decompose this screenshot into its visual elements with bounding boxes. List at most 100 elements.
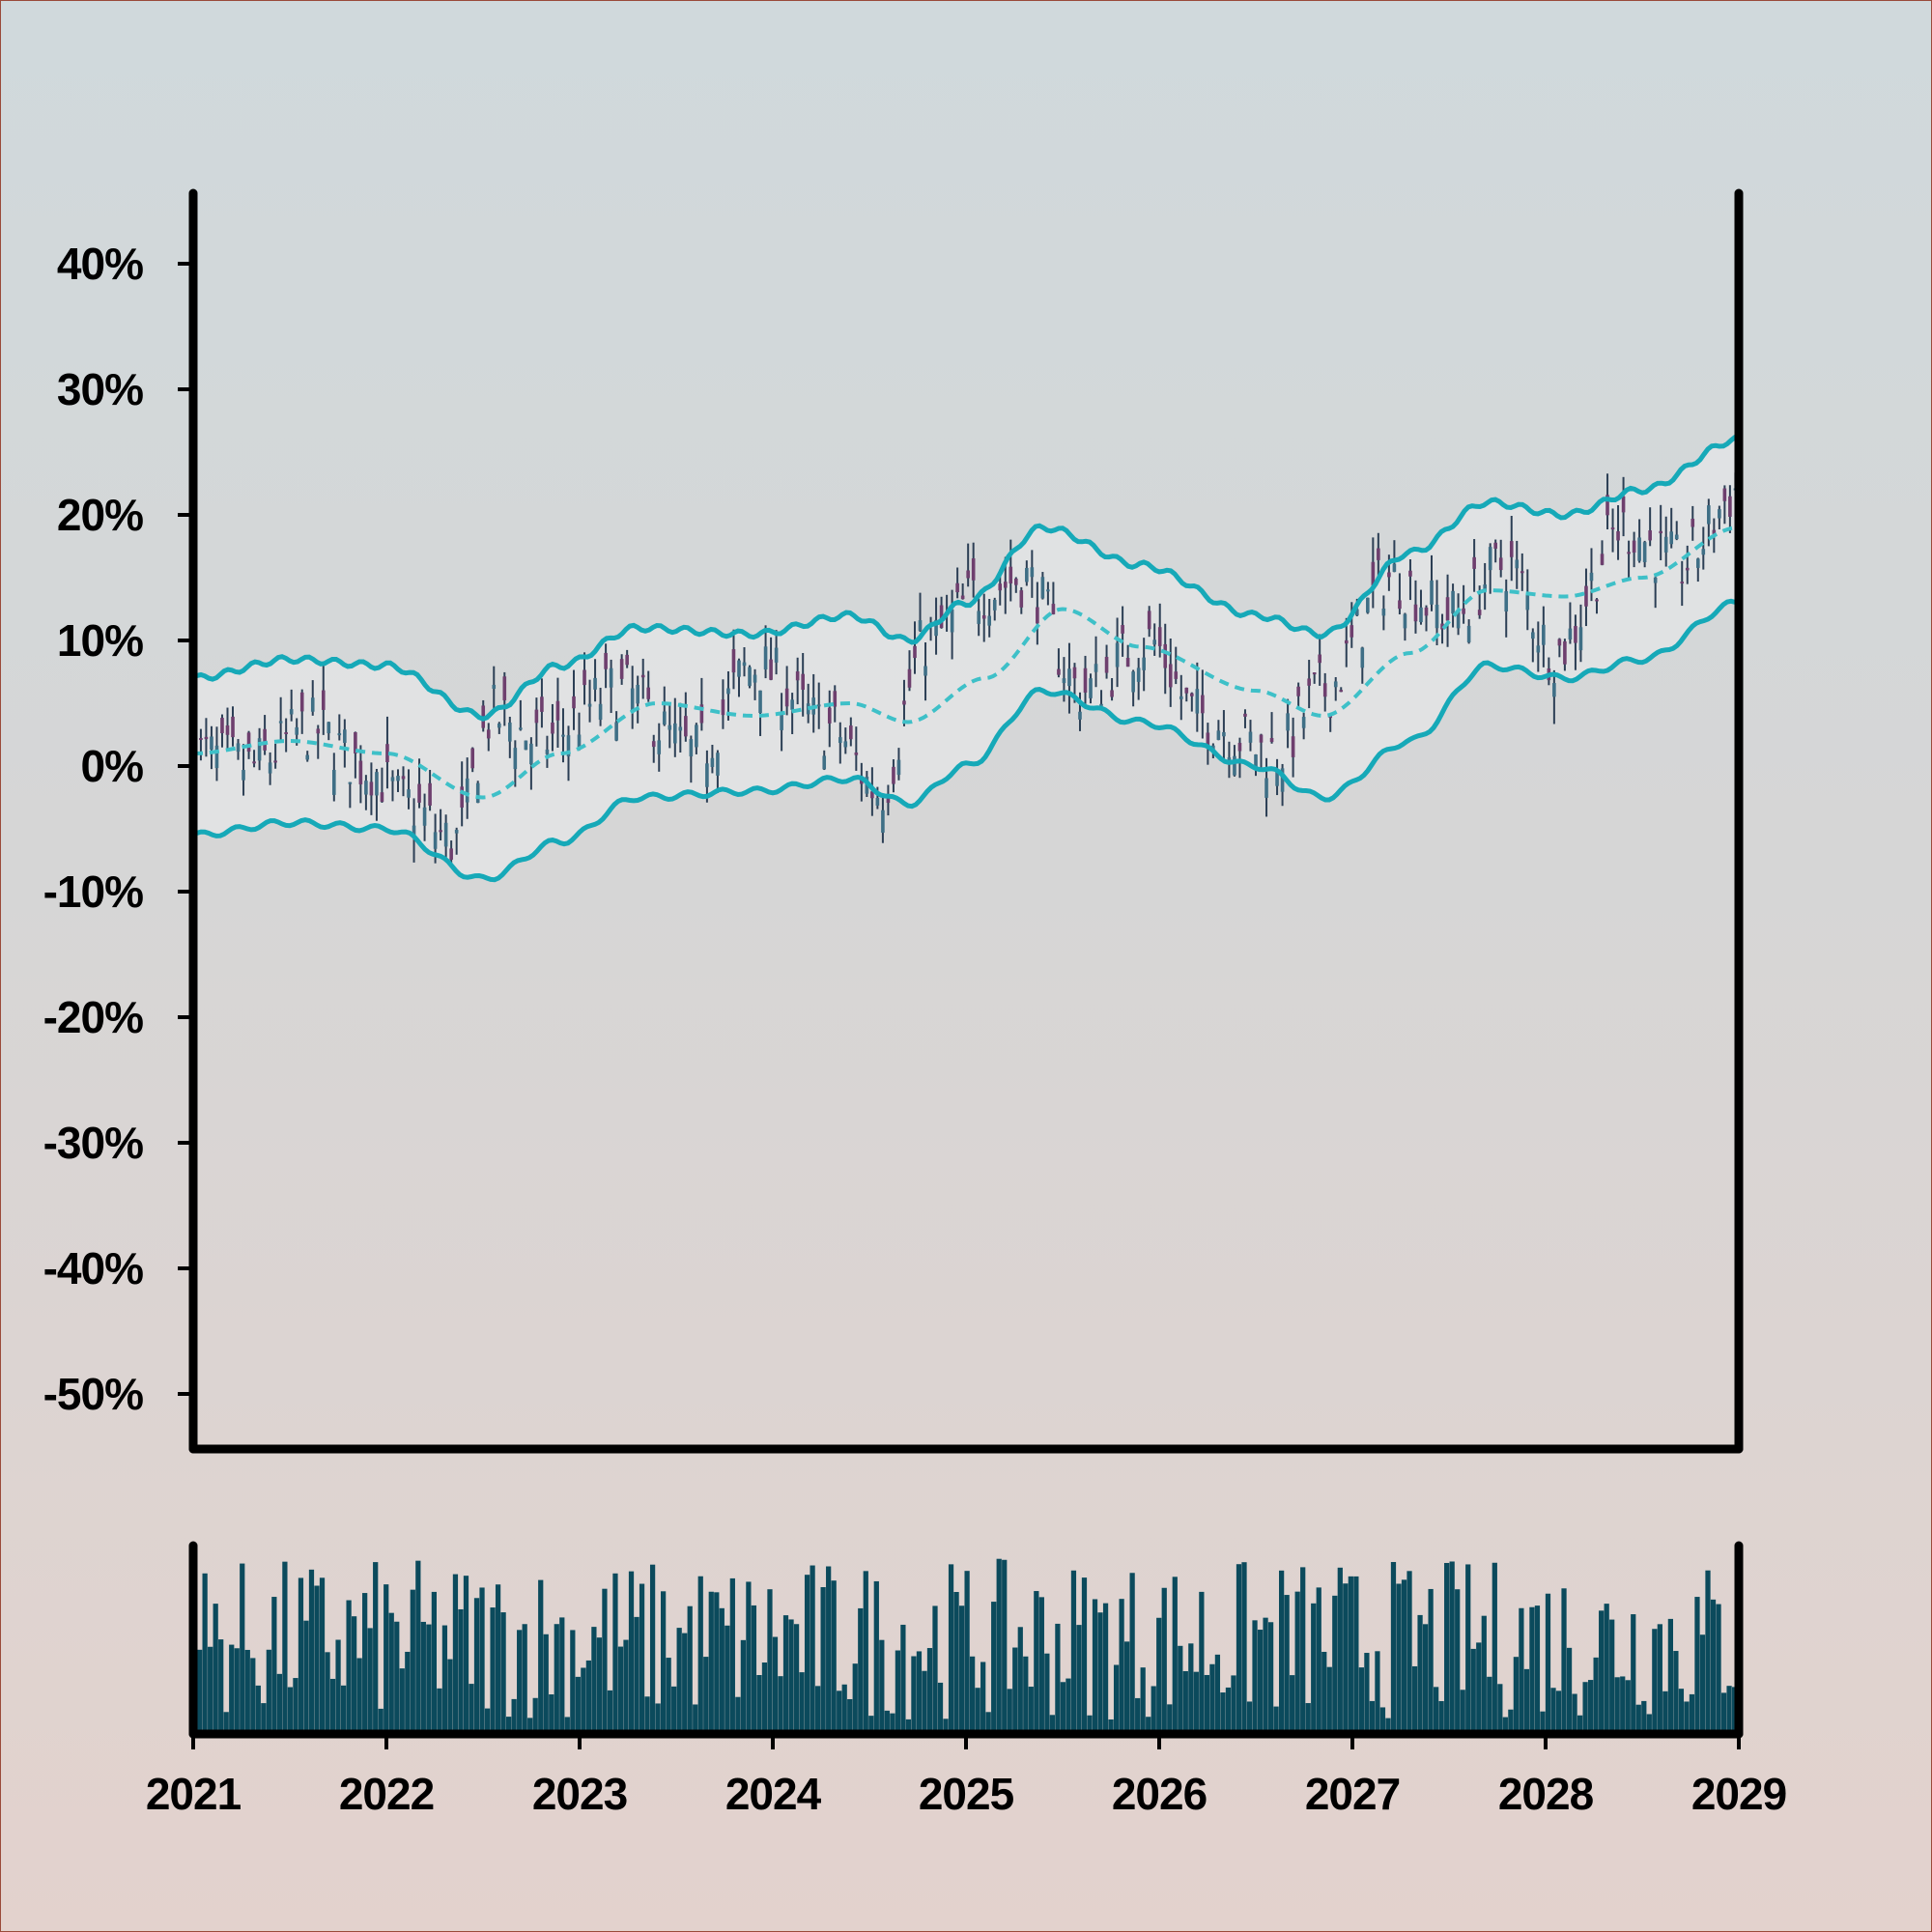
volume-bar <box>1684 1701 1690 1734</box>
candle-body <box>1067 668 1071 687</box>
candle-body <box>1371 561 1376 586</box>
candle-body <box>630 688 635 713</box>
volume-bar <box>356 1658 362 1734</box>
candle-body <box>439 830 442 833</box>
candle-body <box>1051 604 1056 614</box>
candle-body <box>795 671 800 681</box>
candle-body <box>348 781 353 784</box>
volume-bar <box>234 1648 240 1734</box>
volume-bar <box>229 1644 235 1734</box>
volume-bar <box>484 1708 491 1734</box>
volume-bar <box>873 1580 879 1734</box>
candle-body <box>1040 577 1045 599</box>
volume-bar <box>1300 1567 1306 1734</box>
candle-body <box>886 796 891 804</box>
volume-bar <box>644 1696 650 1734</box>
volume-bar <box>1487 1676 1492 1734</box>
candle-body <box>1637 537 1641 561</box>
volume-bar <box>922 1670 927 1734</box>
volume-bar <box>1646 1714 1652 1734</box>
volume-bar <box>799 1672 805 1734</box>
candle-body <box>470 748 475 769</box>
candle-body <box>1627 552 1631 554</box>
volume-bar <box>837 1690 842 1734</box>
candle-body <box>1275 769 1279 786</box>
volume-bar <box>868 1716 874 1734</box>
candle-body <box>614 722 618 741</box>
x-axis-tick-labels: 2021 2022 2023 2024 2025 2026 2027 2028 2029 <box>146 1769 1787 1819</box>
candle-body <box>252 761 256 764</box>
volume-bar <box>1465 1564 1471 1734</box>
candle-body <box>1019 590 1024 608</box>
volume-bar <box>469 1684 474 1734</box>
volume-bar <box>261 1703 267 1734</box>
volume-bar <box>1267 1622 1274 1734</box>
candle-body <box>1430 580 1434 605</box>
volume-bar <box>473 1598 480 1734</box>
upper-band-line <box>191 434 1740 722</box>
volume-bar <box>1720 1692 1727 1734</box>
candle-body <box>1584 585 1588 607</box>
candle-body <box>278 721 283 724</box>
volume-bar <box>500 1612 506 1734</box>
volume-bar <box>810 1565 815 1734</box>
volume-bar <box>693 1704 698 1734</box>
candle-body <box>981 614 986 619</box>
volume-bar <box>628 1571 635 1734</box>
volume-bar <box>1497 1684 1503 1734</box>
volume-bar <box>1119 1599 1124 1734</box>
volume-bar <box>964 1571 970 1734</box>
candle-body <box>1610 527 1615 530</box>
volume-bar <box>410 1589 415 1734</box>
candle-body <box>1269 737 1274 743</box>
volume-bar <box>282 1561 288 1734</box>
candle-body <box>401 776 406 780</box>
candle-body <box>1354 609 1359 616</box>
volume-bar <box>596 1637 603 1734</box>
candle-body <box>337 733 342 736</box>
volume-bar <box>255 1685 261 1734</box>
candle-body <box>907 668 912 688</box>
volume-bar <box>1434 1687 1439 1734</box>
volume-bar <box>1385 1718 1391 1734</box>
candle-body <box>721 699 725 716</box>
volume-bar <box>746 1581 752 1734</box>
volume-bar <box>975 1688 980 1734</box>
volume-bar <box>1188 1643 1194 1734</box>
volume-bar <box>793 1624 800 1734</box>
y-tick-label: 20% <box>57 490 143 540</box>
volume-bar <box>703 1657 709 1734</box>
y-tick-label: 0% <box>81 741 144 791</box>
volume-bar <box>1049 1715 1055 1734</box>
lower-band-line <box>191 598 1741 883</box>
volume-bar <box>858 1607 864 1734</box>
candle-body <box>1089 678 1093 698</box>
candle-body <box>369 781 374 796</box>
volume-bar <box>1167 1704 1173 1734</box>
volume-bar <box>617 1646 624 1734</box>
candle-body <box>769 659 773 680</box>
candle-body <box>918 620 923 631</box>
volume-bar <box>1689 1693 1695 1734</box>
volume-bar <box>420 1621 426 1734</box>
volume-bar <box>639 1583 645 1734</box>
volume-bar <box>340 1685 347 1734</box>
candle-body <box>1504 591 1509 612</box>
volume-bar <box>970 1656 976 1734</box>
volume-bar <box>1204 1674 1209 1734</box>
candle-body <box>1466 625 1471 642</box>
volume-bar <box>490 1607 496 1734</box>
candle-body <box>1280 768 1285 792</box>
candle-body <box>619 659 624 679</box>
candle-body <box>396 776 400 781</box>
candle-body <box>497 724 501 728</box>
volume-bar <box>682 1633 688 1734</box>
volume-bar <box>458 1608 464 1734</box>
candle-body <box>1350 625 1354 638</box>
candle-body <box>417 783 421 803</box>
candle-body <box>753 674 757 683</box>
volume-bar <box>271 1597 277 1734</box>
candle-body <box>636 685 639 704</box>
volume-bar <box>1161 1587 1167 1734</box>
candle-body <box>1174 671 1179 679</box>
